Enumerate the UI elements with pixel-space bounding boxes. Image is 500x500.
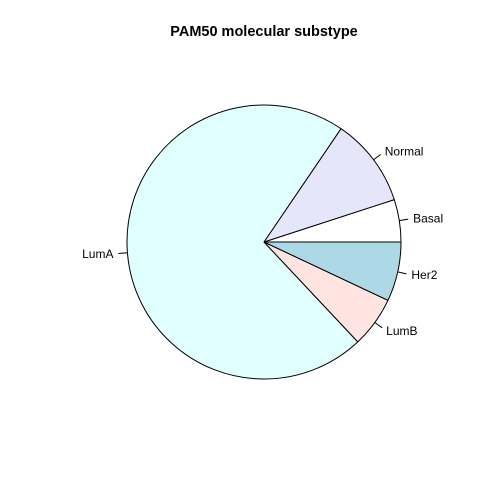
- label-tick-lumb: [374, 322, 383, 329]
- pie-slices: [126, 104, 402, 380]
- chart-title: PAM50 molecular substype: [170, 24, 358, 40]
- pie-labels: Basal Normal LumA LumB Her2: [82, 144, 443, 337]
- label-tick-luma: [118, 252, 128, 254]
- slice-label-basal: Basal: [413, 211, 443, 225]
- pie-slice-normal: [262, 127, 395, 243]
- slice-label-her2: Her2: [411, 268, 437, 282]
- slice-label-luma: LumA: [82, 247, 113, 261]
- slice-label-lumb: LumB: [386, 324, 417, 338]
- label-tick-her2: [397, 271, 407, 275]
- slice-label-normal: Normal: [385, 144, 424, 158]
- label-tick-basal: [399, 218, 409, 222]
- pie-slice-luma: [126, 104, 359, 380]
- label-tick-normal: [373, 153, 382, 161]
- pie-slice-her2: [263, 241, 402, 301]
